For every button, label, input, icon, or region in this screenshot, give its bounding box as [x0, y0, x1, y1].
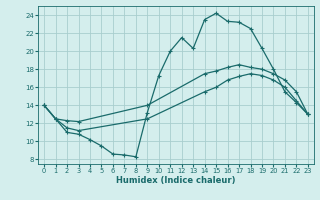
X-axis label: Humidex (Indice chaleur): Humidex (Indice chaleur) — [116, 176, 236, 185]
